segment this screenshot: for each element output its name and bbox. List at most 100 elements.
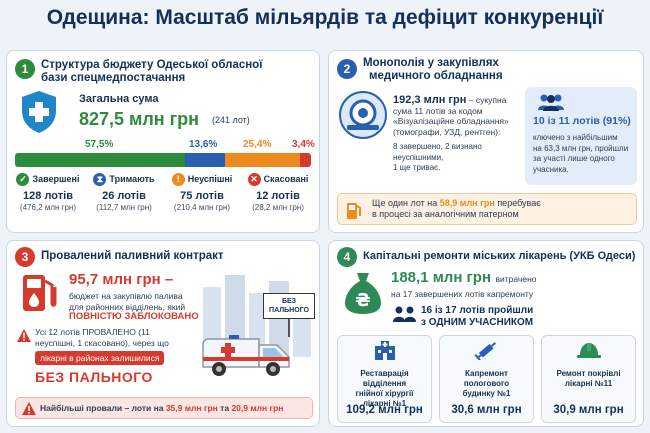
note-amount: 58,9 млн грн — [439, 198, 495, 208]
lots-line1: 16 із 17 лотів пройшли — [421, 305, 534, 316]
card-line: Реставрація відділення — [360, 369, 409, 388]
fuel-title: Провалений паливний контракт — [41, 250, 224, 262]
cross-icon: ✕ — [247, 173, 261, 186]
side-line: на 63,3 млн грн, пройшли — [533, 143, 629, 153]
stat-sum: (476,2 млн грн) — [19, 203, 77, 212]
stat-label: Завершені — [32, 173, 80, 184]
card-line: гнійної хірургії — [355, 389, 414, 398]
stat-count: 75 лотів — [180, 190, 224, 202]
budget-panel: 1 Структура бюджету Одеської обласної ба… — [6, 50, 320, 233]
bottom-amount-a: 35,9 млн грн — [165, 403, 218, 413]
budget-title-line2: бази спецмедпостачання — [41, 72, 186, 84]
people-icon — [393, 305, 417, 328]
side-line: за участі лише одного — [533, 154, 615, 163]
bar-label-completed: 57,5% — [85, 139, 114, 150]
fuel-failed: Усі 12 лотів ПРОВАЛЕНО (11 неуспішні, 1 … — [35, 327, 169, 348]
svg-text:₴: ₴ — [355, 290, 370, 311]
fuel-desc-line: для районних відділень, який — [69, 301, 186, 312]
budget-title-line1: Структура бюджету Одеської обласної — [41, 59, 263, 71]
budget-bar-segment — [15, 153, 185, 167]
stat-failed: ! Неуспішні 75 лотів (210,4 млн грн) — [167, 173, 237, 212]
stat-sum: (112,7 млн грн) — [96, 203, 152, 212]
stat-cancelled: ✕ Скасовані 12 лотів (28,2 млн грн) — [243, 173, 313, 212]
card-line: Капремонт пологового — [463, 369, 510, 388]
stat-sum: (28,2 млн грн) — [252, 203, 304, 212]
hospital-icon — [338, 340, 431, 365]
monopoly-panel: 2 Монополія у закупівлях медичного облад… — [328, 50, 644, 233]
repairs-lots: 16 із 17 лотів пройшли з ОДНИМ УЧАСНИКОМ — [421, 305, 533, 329]
monopoly-status-line: 8 завершено, 2 визнано неуспішними, — [393, 142, 482, 162]
hourglass-icon: ⧗ — [93, 173, 107, 186]
stat-ongoing: ⧗ Тримають 26 лотів (112,7 млн грн) — [89, 173, 159, 212]
fuel-desc: бюджет на закупівлю палива для районних … — [69, 291, 199, 323]
total-value: 827,5 млн грн — [79, 109, 200, 129]
repairs-spent: витрачено — [495, 274, 537, 284]
section-number: 4 — [337, 247, 357, 267]
people-icon — [537, 93, 565, 116]
bar-label-ongoing: 13,6% — [189, 139, 218, 150]
fuel-desc-line: бюджет на закупівлю палива — [69, 291, 183, 301]
card-line: лікарні №1 — [362, 399, 407, 408]
monopoly-desc-line: (томографи, УЗД, рентген): — [393, 126, 501, 137]
stat-sum: (210,4 млн грн) — [173, 203, 231, 212]
fuel-bottom-note: Найбільші провали – лоти на 35,9 млн грн… — [15, 397, 313, 419]
warning-icon: ! — [171, 173, 185, 186]
monopoly-amount: 192,3 млн грн — [393, 94, 467, 106]
money-bag-icon: ₴ — [343, 269, 383, 315]
note-line2: в процесі за аналогічним патерном — [372, 208, 519, 219]
repairs-summary: 188,1 млн грн витрачено — [391, 269, 537, 287]
repairs-title: Капітальні ремонти міських лікарень (УКБ… — [363, 250, 636, 262]
stat-count: 12 лотів — [256, 190, 300, 202]
stat-count: 128 лотів — [23, 190, 73, 202]
repair-card: Ремонт покрівлі лікарні №11 30,9 млн грн — [541, 335, 636, 423]
fuel-panel: 3 Провалений паливний контракт 95,7 млн … — [6, 240, 320, 427]
section-number: 1 — [15, 59, 35, 79]
fuel-pump-drop-icon — [17, 271, 61, 315]
bottom-pre: Найбільші провали – лоти на — [40, 403, 164, 413]
syringe-icon — [440, 340, 533, 365]
fuel-blocked: ПОВНІСТЮ ЗАБЛОКОВАНО — [69, 311, 199, 322]
card-amount: 30,6 млн грн — [451, 404, 522, 416]
warning-triangle-icon — [17, 329, 31, 347]
no-fuel-sign: БЕЗ ПАЛЬНОГО — [263, 293, 315, 337]
side-big: 10 із 11 лотів (91%) — [533, 115, 631, 127]
check-icon: ✓ — [16, 173, 30, 186]
note-pre: Ще один лот на — [372, 198, 438, 208]
budget-bar-segment — [300, 153, 311, 167]
budget-bar — [15, 153, 311, 167]
stat-count: 26 лотів — [102, 190, 146, 202]
sign-text: БЕЗ ПАЛЬНОГО — [263, 293, 315, 319]
repairs-amount: 188,1 млн грн — [391, 269, 492, 286]
monopoly-title-line2: медичного обладнання — [369, 70, 503, 82]
fuel-bottom-text: Найбільші провали – лоти на 35,9 млн грн… — [40, 403, 283, 414]
monopoly-desc-line: «Візуалізаційне обладнання» — [393, 116, 509, 126]
monopoly-desc-line: сума 11 лотів за кодом — [393, 105, 483, 116]
bottom-amount-b: 20,9 млн грн — [231, 403, 284, 413]
medical-shield-icon — [19, 89, 59, 135]
fuel-failed-line: неуспішні, 1 скасовано), через що — [35, 337, 169, 348]
monopoly-text: 192,3 млн грн – сукупна сума 11 лотів за… — [393, 95, 519, 174]
warning-triangle-icon — [22, 402, 36, 420]
stat-completed: ✓ Завершені 128 лотів (476,2 млн грн) — [13, 173, 83, 212]
card-line: Ремонт покрівлі — [556, 369, 621, 378]
hospitals-banner: лікарні в районах залишилися — [35, 351, 165, 365]
monopoly-note: Ще один лот на 58,9 млн грн перебуває в … — [337, 193, 637, 225]
fuel-failed-line: Усі 12 лотів ПРОВАЛЕНО (11 — [35, 327, 150, 337]
stat-label: Скасовані — [263, 173, 309, 184]
card-line: будинку №1 — [462, 389, 511, 398]
monopoly-title-line1: Монополія у закупівлях — [363, 57, 499, 69]
note-text: Ще один лот на 58,9 млн грн перебуває в … — [372, 198, 541, 219]
stat-label: Неуспішні — [187, 173, 233, 184]
mri-scanner-icon — [339, 91, 387, 139]
section-number: 2 — [337, 59, 357, 79]
budget-bar-segment — [185, 153, 225, 167]
monopoly-status-line: 1 ще триває. — [393, 163, 441, 172]
page-title: Одещина: Масштаб мільярдів та дефіцит ко… — [46, 6, 604, 29]
no-fuel-text: БЕЗ ПАЛЬНОГО — [35, 369, 153, 385]
card-line: лікарні №11 — [564, 379, 613, 388]
fuel-pump-icon — [346, 200, 362, 225]
bar-label-failed: 25,4% — [243, 139, 272, 150]
stat-label: Тримають — [109, 173, 155, 184]
card-amount: 109,2 млн грн — [346, 404, 423, 416]
bar-labels: 57,5% 13,6% 25,4% 3,4% — [15, 139, 315, 151]
